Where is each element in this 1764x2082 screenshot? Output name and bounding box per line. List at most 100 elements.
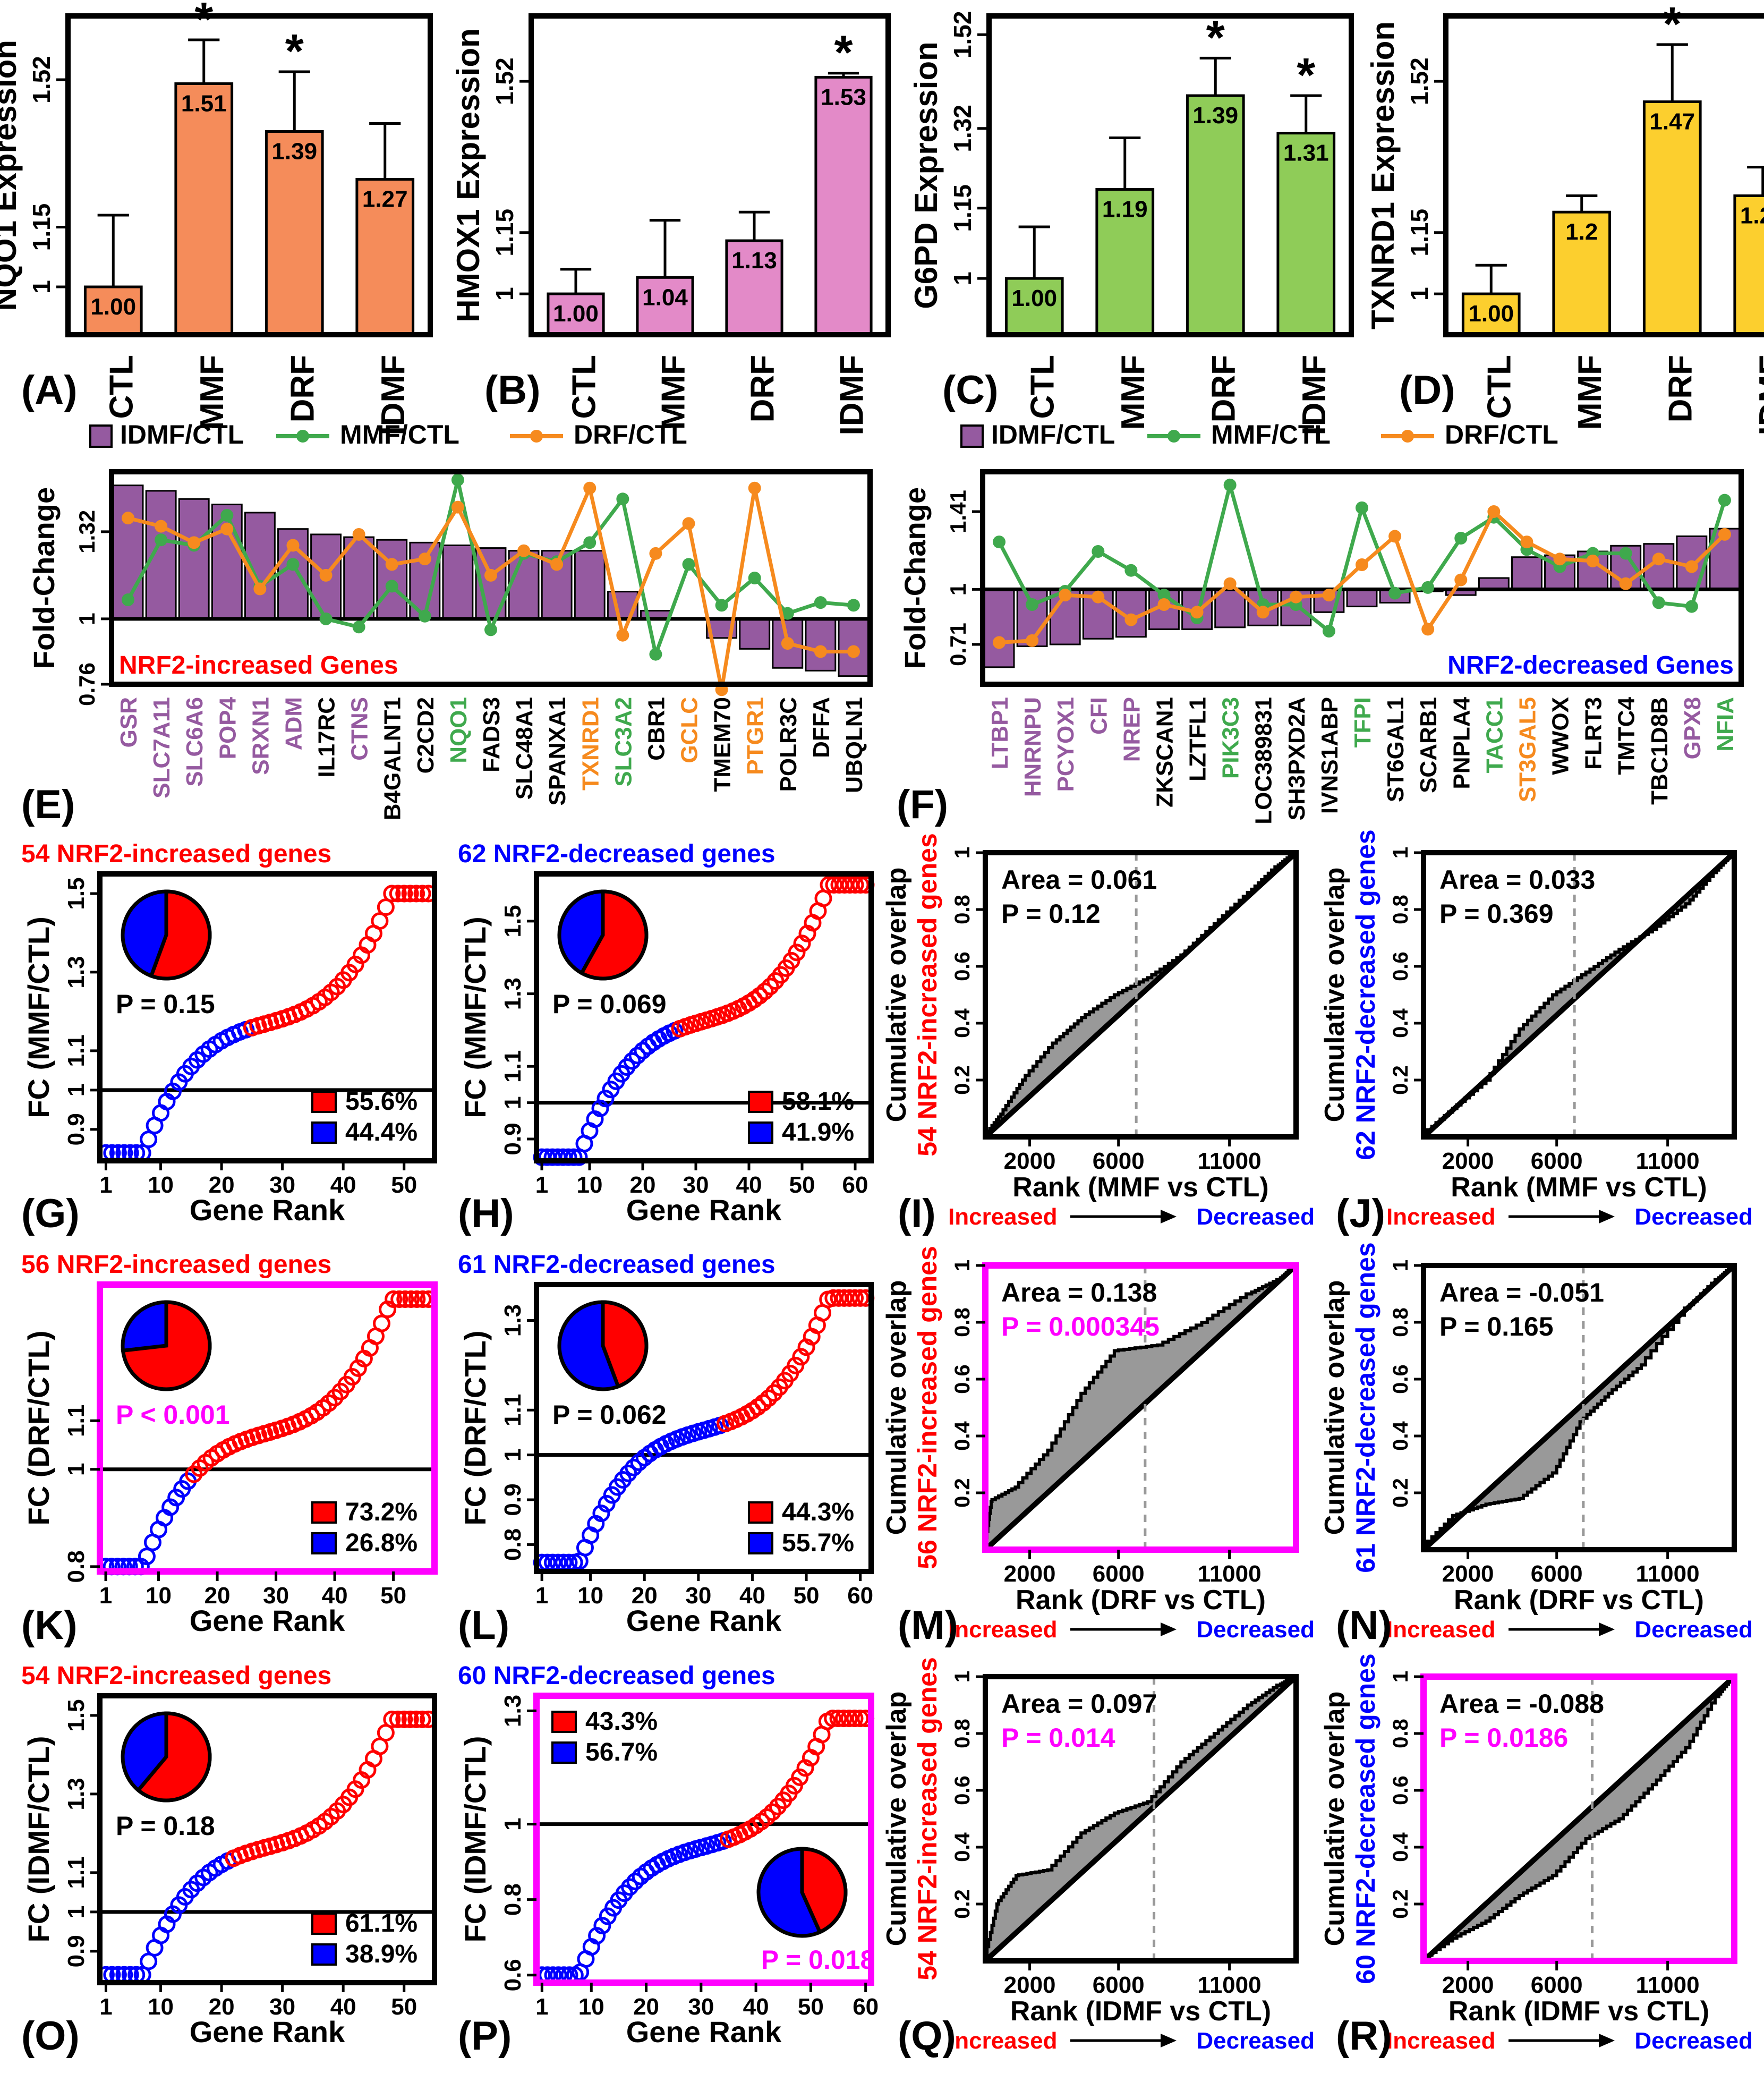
idmf-bar (343, 536, 375, 620)
gene-point (414, 1290, 432, 1308)
gene-label: SPANXA1 (544, 697, 570, 806)
gene-point (846, 1289, 864, 1307)
area-value: Area = -0.088 (1439, 1689, 1604, 1719)
gene-point (598, 1495, 616, 1513)
series-point-mmf (319, 612, 333, 625)
panel-label: (I) (898, 1191, 936, 1236)
gene-point (596, 1090, 615, 1108)
gene-label: FLRT3 (1581, 697, 1607, 770)
gene-point (343, 1368, 361, 1386)
y-axis-label: Cumulative overlap (881, 1280, 912, 1535)
x-tick-label: DRF (1663, 355, 1699, 422)
idmf-bar (805, 618, 837, 672)
series-point-drf (1289, 590, 1302, 604)
x-axis-label: Rank (MMF vs CTL) (1451, 1172, 1707, 1203)
x-tick-label: 50 (391, 1172, 417, 1198)
legend-label: MMF/CTL (1211, 420, 1331, 449)
gene-label: POLR3C (776, 697, 802, 792)
decreased-label: Decreased (1634, 2028, 1753, 2054)
gene-point (792, 1348, 810, 1366)
gene-point (834, 1710, 853, 1728)
y-axis-label: FC (MMF/CTL) (22, 916, 55, 1118)
gene-point (760, 1389, 778, 1407)
diagonal-line (983, 851, 1298, 1139)
x-tick-label: IDMF (375, 355, 412, 436)
gene-point (761, 978, 779, 996)
y-axis-label: Cumulative overlap (1319, 1692, 1350, 1947)
y-tick-label: 0.71 (945, 623, 970, 666)
scatter-title: 56 NRF2-increased genes (21, 1251, 331, 1279)
y-tick-label: 1.15 (28, 203, 55, 251)
gene-label: NREP (1119, 697, 1145, 762)
increased-label: Increased (1386, 1617, 1495, 1643)
series-point-drf (1092, 590, 1105, 604)
x-tick-label: 50 (798, 1994, 824, 2020)
series-point-mmf (286, 558, 300, 571)
series-point-mmf (649, 648, 662, 661)
gene-point (630, 1454, 648, 1472)
x-tick-label: 2000 (1004, 1561, 1056, 1587)
series-point-drf (1652, 553, 1665, 566)
y-tick-label: 1 (74, 613, 99, 625)
rank-arrow-head (1161, 2034, 1177, 2047)
series-point-mmf (155, 533, 168, 547)
gene-label: LOC389831 (1251, 697, 1277, 825)
gene-point (383, 885, 401, 903)
area-value: Area = -0.051 (1439, 1278, 1604, 1307)
x-axis-label: Gene Rank (626, 2015, 782, 2049)
y-tick-label: 0.4 (951, 1008, 974, 1038)
idmf-bar (508, 550, 540, 620)
y-tick-label: 0.9 (63, 1935, 89, 1967)
y-tick-label: 0.4 (1389, 1008, 1412, 1038)
idmf-bar (1511, 556, 1543, 590)
legend-swatch-red (311, 1501, 337, 1524)
gene-point (626, 1872, 644, 1890)
panel-label: (F) (897, 782, 948, 827)
x-axis-label: Gene Rank (190, 1604, 345, 1637)
gene-point (138, 1548, 156, 1566)
panel-label: (N) (1336, 1603, 1392, 1648)
gene-point (413, 885, 431, 903)
y-tick-label: 0.6 (951, 951, 974, 981)
series-point-drf (847, 645, 860, 658)
plot-frame (983, 850, 1299, 1140)
x-tick-label: 30 (685, 1583, 711, 1609)
series-point-drf (1487, 505, 1501, 518)
x-tick-label: 60 (847, 1583, 873, 1609)
increased-label: Increased (1386, 2028, 1495, 2054)
series-point-mmf (993, 536, 1006, 549)
x-tick-label: DRF (1206, 355, 1242, 422)
series-point-mmf (682, 558, 695, 571)
legend-marker-drf (1401, 430, 1414, 443)
series-point-drf (517, 544, 531, 557)
gene-point (851, 876, 870, 894)
pct-increased: 43.3% (585, 1707, 658, 1736)
y-tick-label: 0.6 (500, 1959, 526, 1991)
legend-marker-mmf (296, 430, 309, 443)
pct-decreased: 38.9% (345, 1940, 417, 1968)
gene-point (395, 1710, 413, 1728)
y-tick-label: 1.32 (74, 510, 99, 554)
y-tick-label: 1.1 (63, 1856, 89, 1889)
rank-arrow-head (1161, 1210, 1177, 1223)
gene-label: POP4 (215, 696, 241, 759)
series-point-drf (1421, 623, 1435, 636)
diagonal-line (983, 1263, 1298, 1552)
gene-point (851, 1289, 870, 1307)
y-tick-label: 1 (1389, 1671, 1412, 1682)
gene-point (407, 1710, 425, 1728)
decreased-label: Decreased (1634, 1204, 1753, 1230)
x-tick-label: MMF (1115, 355, 1152, 430)
panel-label: (K) (21, 1603, 78, 1648)
y-tick-label: 0.8 (1389, 895, 1412, 924)
series-point-drf (319, 568, 333, 582)
legend-label: IDMF/CTL (991, 420, 1115, 449)
legend-swatch-red (311, 1913, 337, 1935)
x-tick-label: 2000 (1442, 1972, 1494, 1998)
idmf-bar (376, 539, 408, 620)
gene-set-axis-label: 56 NRF2-increased genes (913, 1246, 942, 1569)
x-axis-label: Rank (DRF vs CTL) (1454, 1585, 1704, 1616)
x-axis-label: Rank (IDMF vs CTL) (1448, 1996, 1709, 2027)
series-point-mmf (847, 599, 860, 612)
panel-label: (O) (21, 2013, 80, 2059)
